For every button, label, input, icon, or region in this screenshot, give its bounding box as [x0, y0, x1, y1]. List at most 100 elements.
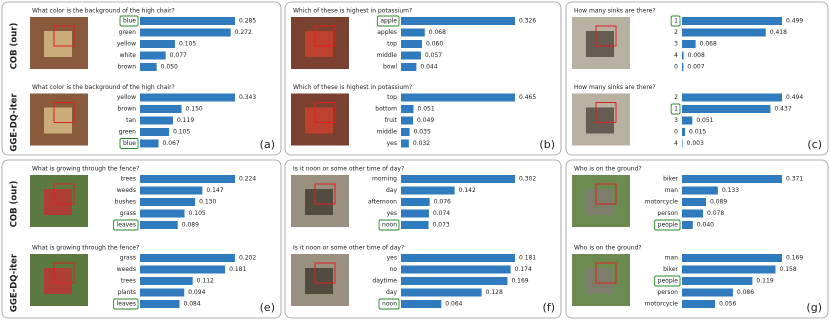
- category-label: 0: [674, 64, 678, 71]
- bar: [140, 265, 226, 274]
- value-label: 0.074: [433, 210, 450, 217]
- category-label: noon: [382, 222, 397, 229]
- bar: [140, 186, 203, 195]
- bar: [682, 40, 696, 48]
- attention-box: [595, 262, 617, 284]
- category-label: motorcycle: [645, 301, 679, 308]
- method-label: COB (our): [10, 181, 20, 228]
- value-label: 0.128: [486, 289, 503, 296]
- category-label: green: [119, 29, 137, 36]
- value-label: 0.094: [188, 289, 205, 296]
- category-label: middle: [377, 52, 398, 59]
- category-label: plants: [118, 289, 136, 296]
- value-label: 0.158: [779, 266, 796, 273]
- category-label: people: [658, 222, 679, 229]
- category-label: 4: [674, 140, 678, 147]
- category-label: brown: [117, 64, 136, 71]
- answer-box: [119, 15, 139, 27]
- category-label: trees: [121, 278, 136, 285]
- bar: [140, 51, 166, 60]
- category-label: afternoon: [368, 199, 397, 206]
- category-label: 3: [674, 41, 678, 48]
- bar: [401, 116, 414, 125]
- bar: [401, 51, 421, 60]
- bar: [401, 17, 515, 25]
- category-label: biker: [663, 176, 678, 183]
- value-label: 0.015: [689, 129, 706, 136]
- attention-box: [53, 262, 75, 284]
- bar: [682, 17, 782, 25]
- answer-box: [376, 15, 400, 27]
- category-label: day: [386, 187, 397, 194]
- bar: [140, 17, 235, 25]
- value-label: 0.073: [433, 222, 450, 229]
- value-label: 0.040: [697, 222, 714, 229]
- attention-box: [314, 262, 336, 284]
- category-label: middle: [377, 129, 398, 136]
- value-label: 0.056: [719, 301, 736, 308]
- category-label: brown: [117, 106, 136, 113]
- method-label: COB (our): [10, 23, 20, 70]
- bar: [140, 277, 193, 285]
- bar: [140, 300, 180, 308]
- photo-detail: [44, 107, 72, 134]
- value-label: 0.150: [186, 106, 203, 113]
- photo-detail: [305, 31, 333, 57]
- category-label: yes: [387, 210, 397, 217]
- bar: [140, 105, 182, 113]
- category-label: grass: [120, 210, 136, 217]
- bar: [401, 40, 422, 48]
- value-label: 0.064: [445, 301, 462, 308]
- value-label: 0.089: [182, 222, 199, 229]
- bar: [682, 93, 782, 102]
- category-label: biker: [663, 266, 678, 273]
- value-label: 0.044: [420, 64, 437, 71]
- value-label: 0.142: [459, 187, 476, 194]
- category-label: weeds: [117, 187, 136, 194]
- bar: [140, 128, 170, 136]
- attention-box: [314, 25, 336, 47]
- value-label: 0.169: [511, 278, 528, 285]
- category-label: bushes: [115, 199, 136, 206]
- bar: [682, 265, 776, 274]
- category-label: man: [665, 187, 679, 194]
- method-label: GGE-DQ-iter: [10, 93, 20, 152]
- category-label: blue: [123, 140, 136, 147]
- panel-label: (f): [543, 301, 555, 314]
- bar: [401, 63, 417, 71]
- answer-box: [378, 219, 400, 231]
- bar: [401, 209, 429, 218]
- bar: [682, 221, 693, 229]
- bar: [140, 28, 231, 37]
- bar: [140, 63, 157, 71]
- question: Who is on the ground?: [574, 245, 642, 252]
- bar: [682, 63, 684, 71]
- value-label: 0.418: [770, 29, 787, 36]
- answer-box: [670, 15, 681, 27]
- value-label: 0.089: [710, 199, 727, 206]
- category-label: top: [387, 94, 397, 101]
- category-label: 1: [674, 106, 678, 113]
- value-label: 0.049: [417, 117, 434, 124]
- value-label: 0.437: [774, 106, 791, 113]
- bar: [140, 116, 173, 125]
- panel-label: (g): [806, 301, 822, 314]
- bar: [401, 265, 511, 274]
- value-label: 0.076: [434, 199, 451, 206]
- category-label: apple: [380, 18, 397, 25]
- value-label: 0.302: [519, 176, 536, 183]
- value-label: 0.086: [737, 289, 754, 296]
- category-label: green: [119, 129, 137, 136]
- category-label: leaves: [117, 222, 136, 229]
- value-label: 0.169: [786, 255, 803, 262]
- value-label: 0.067: [163, 140, 180, 147]
- bar: [682, 186, 718, 195]
- value-label: 0.078: [707, 210, 724, 217]
- attention-box: [53, 25, 75, 47]
- panel-border: [565, 159, 829, 319]
- value-label: 0.007: [687, 64, 704, 71]
- question: What is growing through the fence?: [32, 245, 139, 252]
- category-label: 0: [674, 129, 678, 136]
- value-label: 0.371: [786, 176, 803, 183]
- category-label: bowl: [383, 64, 397, 71]
